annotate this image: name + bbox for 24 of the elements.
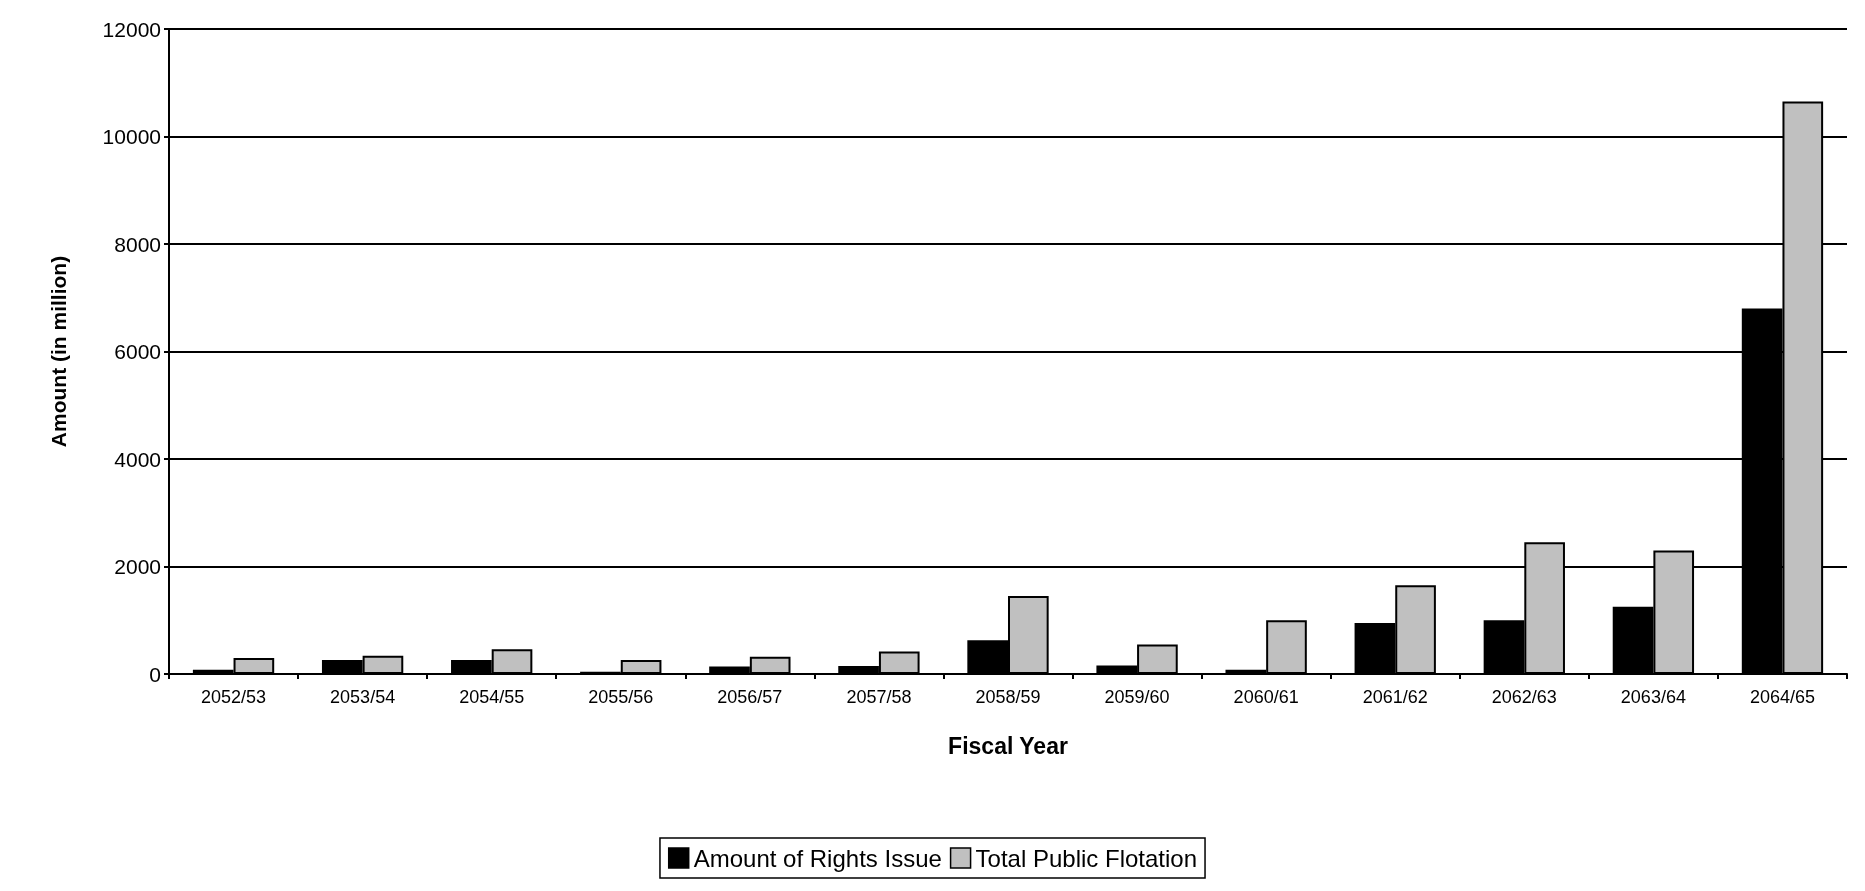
y-tick-label: 6000 (114, 340, 161, 363)
legend-label: Amount of Rights Issue (693, 844, 942, 872)
legend-label: Total Public Flotation (975, 844, 1198, 872)
y-axis-title: Amount (in million) (47, 255, 70, 448)
x-tick-label: 2058/59 (975, 687, 1041, 707)
x-tick-label: 2063/64 (1620, 687, 1686, 707)
y-tick-label: 12000 (102, 17, 161, 41)
y-tick-label: 0 (149, 662, 161, 686)
x-tick-label: 2057/58 (846, 687, 912, 707)
x-tick-label: 2055/56 (588, 687, 654, 707)
x-tick-label: 2061/62 (1362, 687, 1428, 707)
x-tick-label: 2054/55 (459, 687, 525, 707)
x-tick-label: 2056/57 (717, 687, 783, 707)
x-tick-label: 2052/53 (201, 687, 267, 707)
y-tick-label: 2000 (114, 555, 161, 578)
y-tick-label: 8000 (114, 232, 161, 256)
x-tick-label: 2060/61 (1233, 687, 1299, 707)
x-tick-label: 2064/65 (1749, 687, 1815, 707)
x-axis-title: Fiscal Year (948, 732, 1068, 759)
x-tick-label: 2059/60 (1104, 687, 1170, 707)
x-tick-label: 2053/54 (330, 687, 396, 707)
y-tick-label: 10000 (102, 125, 161, 148)
x-tick-label: 2062/63 (1491, 687, 1557, 707)
y-tick-label: 4000 (114, 447, 161, 471)
